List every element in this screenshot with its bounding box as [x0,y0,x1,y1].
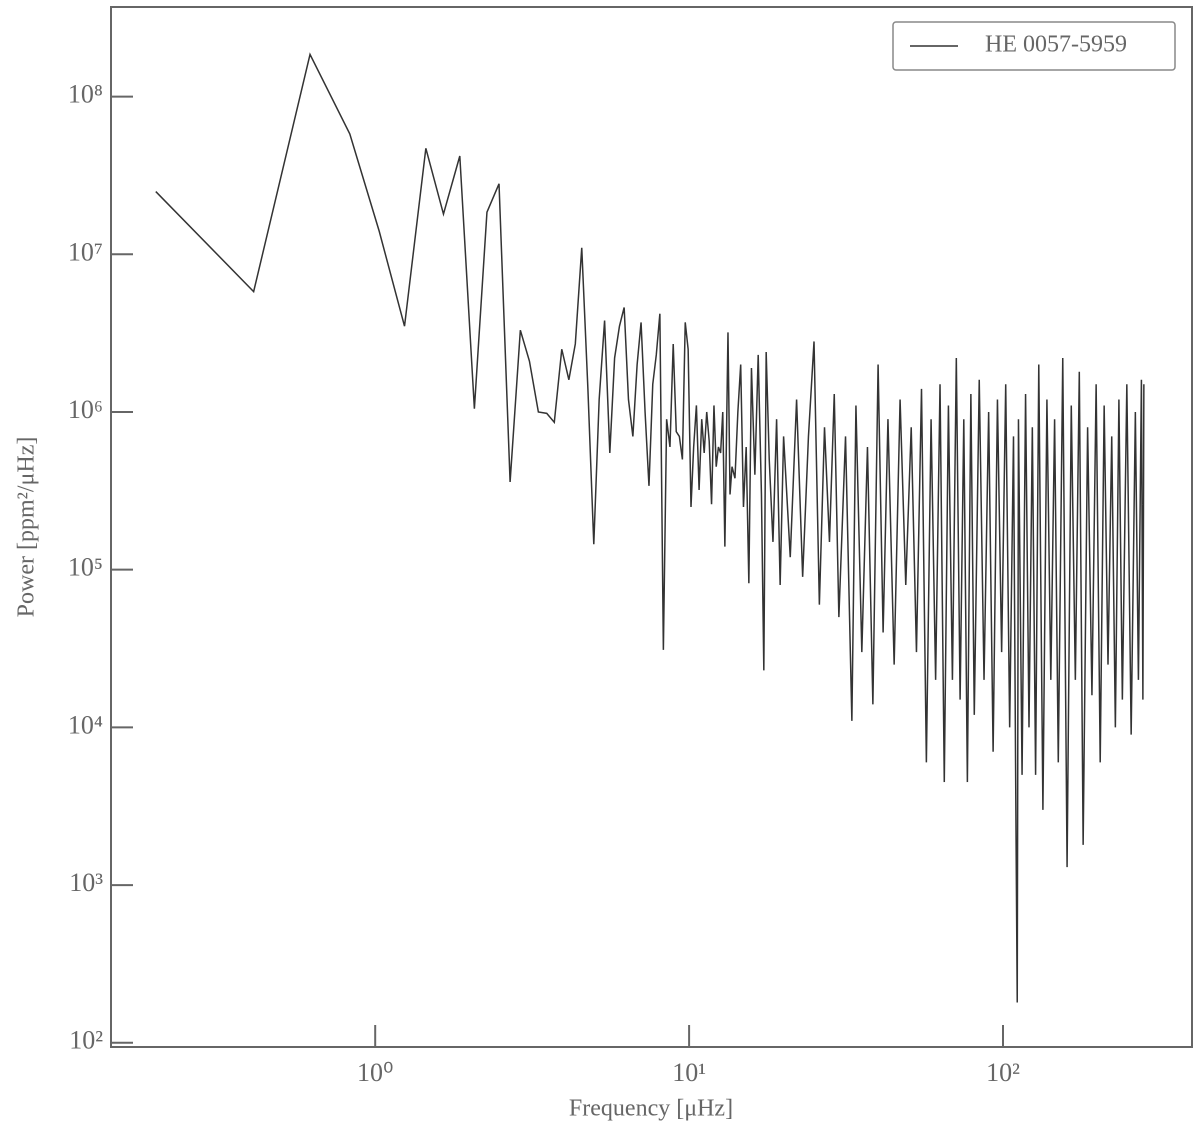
x-axis-label: Frequency [μHz] [569,1096,733,1122]
y-tick-label: 10⁴ [68,710,103,739]
x-tick-label: 10⁰ [357,1058,393,1087]
y-tick-label: 10³ [69,868,103,897]
x-tick-label: 10¹ [672,1058,706,1087]
data-line [155,52,1145,1003]
plot-frame [110,6,1193,1048]
y-tick-label: 10⁸ [68,80,103,109]
y-tick-label: 10⁵ [68,553,103,582]
y-axis-label: Power [ppm²/μHz] [14,437,40,618]
legend-label: HE 0057-5959 [985,32,1127,58]
y-tick-label: 10⁷ [68,237,103,266]
legend-box [892,21,1176,71]
x-tick-label: 10² [986,1058,1020,1087]
y-tick-label: 10² [69,1026,103,1055]
y-tick-label: 10⁶ [68,395,103,424]
